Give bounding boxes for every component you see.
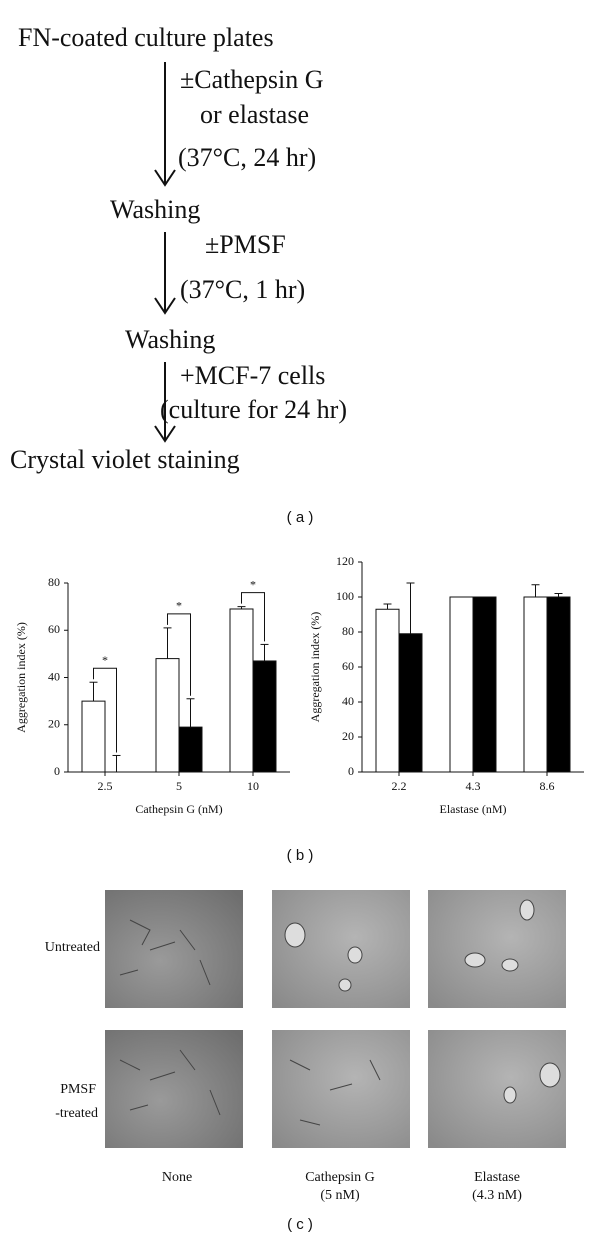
flow-step: or elastase [200,100,309,129]
x-tick-label: 8.6 [540,779,555,793]
y-tick-label: 20 [48,717,60,731]
bar [375,608,400,773]
flow-step: Washing [125,325,215,354]
panel-label: ( a ) [287,509,314,526]
y-tick-label: 60 [342,659,354,673]
x-axis-label: Elastase (nM) [440,802,507,816]
bar [229,608,254,773]
column-label: (4.3 nM) [472,1188,522,1203]
y-tick-label: 0 [54,764,60,778]
bar [81,700,106,773]
significance-label: * [250,577,256,591]
bar [449,596,474,773]
flow-step: (37°C, 1 hr) [180,275,305,304]
bar [252,660,277,773]
y-tick-label: 80 [342,624,354,638]
arrows [154,62,176,443]
flow-step: ±PMSF [205,230,286,259]
y-axis-label: Aggregation index (%) [308,612,322,723]
x-tick-label: 2.5 [98,779,113,793]
x-tick-label: 4.3 [466,779,481,793]
panel-label: ( c ) [287,1216,313,1233]
x-tick-label: 5 [176,779,182,793]
column-label: None [162,1170,192,1185]
bar [472,596,497,773]
y-tick-label: 120 [336,554,354,568]
bar [523,596,548,773]
y-tick-label: 0 [348,764,354,778]
significance-bracket [167,613,191,696]
y-tick-label: 20 [342,729,354,743]
y-tick-label: 40 [48,669,60,683]
micrographs [105,890,566,1148]
flow-step: (37°C, 24 hr) [178,143,316,172]
y-axis-label: Aggregation index (%) [14,622,28,733]
y-tick-label: 80 [48,575,60,589]
bar [398,633,423,773]
flow-step: FN-coated culture plates [18,23,274,52]
column-label: Elastase [474,1170,520,1185]
row-label: -treated [55,1106,98,1121]
flow-step: ±Cathepsin G [180,65,324,94]
x-axis-label: Cathepsin G (nM) [135,802,222,816]
bar [546,596,571,773]
flow-step: (culture for 24 hr) [160,395,347,424]
x-tick-label: 10 [247,779,259,793]
panel-label: ( b ) [287,847,314,864]
bar [178,726,203,773]
column-label: (5 nM) [320,1188,360,1203]
significance-bracket [241,592,265,642]
row-label: PMSF [60,1082,96,1097]
significance-label: * [102,653,108,667]
row-label: Untreated [45,940,100,955]
y-tick-label: 60 [48,622,60,636]
bar [155,658,180,773]
x-tick-label: 2.2 [392,779,407,793]
significance-bracket [93,667,117,753]
significance-label: * [176,599,182,613]
y-tick-label: 100 [336,589,354,603]
flow-step: +MCF-7 cells [180,361,325,390]
flow-step: Washing [110,195,200,224]
column-label: Cathepsin G [305,1170,375,1185]
y-tick-label: 40 [342,694,354,708]
flow-step: Crystal violet staining [10,445,240,474]
